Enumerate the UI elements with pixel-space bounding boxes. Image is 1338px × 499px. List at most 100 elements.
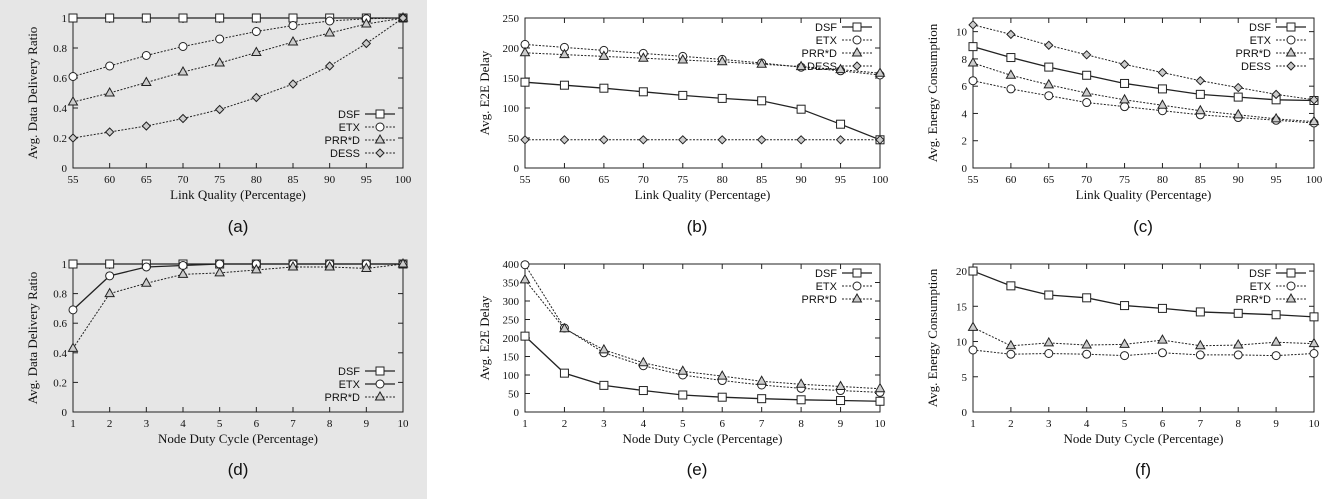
data-point [140, 277, 152, 287]
x-tick-label: 10 [1309, 418, 1321, 430]
data-point [796, 395, 806, 405]
data-point [1233, 350, 1243, 360]
series-prr-d [967, 321, 1320, 350]
data-point [214, 56, 226, 67]
data-point [360, 17, 372, 28]
series-line [972, 46, 1315, 102]
data-point [250, 263, 262, 274]
data-point [874, 67, 886, 77]
series-dsf [520, 331, 885, 406]
y-tick-label: 20 [956, 266, 968, 278]
y-axis-label: Avg. Energy Consumption [925, 23, 940, 162]
data-point [519, 273, 531, 284]
data-point [178, 42, 188, 51]
legend-marker [1285, 292, 1297, 303]
x-tick-label: 60 [559, 174, 571, 186]
series-etx [68, 13, 408, 81]
data-point [68, 259, 78, 269]
x-tick-label: 3 [1046, 418, 1052, 430]
legend-label: DSF [1249, 22, 1271, 34]
data-point [287, 35, 299, 46]
series-prr-d [519, 46, 886, 77]
data-point [874, 382, 886, 393]
x-tick-label: 75 [1119, 174, 1131, 186]
chart-f: 0 5 10 15 20 1 2 3 4 5 6 7 8 9 10 Node Duty Cycle (Perc… [925, 263, 1321, 479]
x-tick-label: 7 [290, 418, 296, 430]
data-point [1044, 40, 1054, 50]
y-tick-label: 100 [503, 370, 520, 382]
x-tick-label: 85 [1195, 174, 1207, 186]
data-point [1233, 92, 1243, 102]
data-point [1006, 53, 1016, 63]
x-tick-label: 8 [798, 418, 804, 430]
x-tick-label: 1 [970, 418, 976, 430]
x-tick-label: 90 [324, 174, 336, 186]
legend-marker [375, 366, 385, 376]
data-point [968, 345, 978, 355]
series-line [524, 81, 881, 141]
legend-label: DESS [807, 61, 837, 73]
data-point [599, 83, 609, 93]
legend-label: PRR*D [325, 392, 361, 404]
data-point [324, 26, 336, 37]
data-point [1195, 350, 1205, 360]
x-tick-label: 60 [1005, 174, 1017, 186]
data-point [559, 322, 570, 333]
x-tick-label: 70 [178, 174, 190, 186]
series-line [524, 279, 881, 390]
data-point [756, 58, 768, 68]
legend-marker [1286, 35, 1296, 45]
series-line [972, 326, 1315, 347]
data-point [1082, 70, 1092, 80]
y-tick-label: 5 [962, 372, 968, 384]
data-point [1043, 78, 1055, 89]
y-tick-label: 6 [962, 81, 968, 93]
x-tick-label: 9 [364, 418, 370, 430]
x-tick-label: 3 [601, 418, 607, 430]
legend-marker [1286, 61, 1296, 71]
data-point [968, 76, 978, 86]
x-axis-label: Link Quality (Percentage) [1076, 187, 1212, 202]
data-point [1157, 348, 1167, 358]
data-point [1044, 349, 1054, 359]
subfigure-caption: (c) [1133, 217, 1153, 236]
series-line [972, 62, 1315, 123]
data-point [1044, 91, 1054, 101]
data-point [105, 259, 115, 269]
data-point [1232, 339, 1244, 349]
data-point [1271, 89, 1281, 100]
legend-marker [374, 390, 386, 401]
data-point [835, 135, 846, 145]
data-point [68, 305, 78, 315]
series-prr-d [967, 56, 1320, 126]
y-tick-label: 100 [503, 103, 520, 115]
legend-label: ETX [1250, 35, 1272, 47]
data-point [1233, 82, 1243, 93]
data-point [1270, 336, 1282, 346]
chart-a: 0 0.2 0.4 0.6 0.8 1 55 60 65 70 75 80 85 90 95 100 Link … [25, 11, 412, 236]
data-point [1081, 86, 1093, 97]
subfigure-caption: (f) [1135, 460, 1151, 479]
y-tick-label: 200 [503, 333, 520, 345]
x-tick-label: 95 [1271, 174, 1283, 186]
y-tick-label: 250 [503, 13, 520, 25]
x-tick-label: 55 [68, 174, 80, 186]
series-line [72, 17, 404, 139]
y-axis-label: Avg. E2E Delay [477, 50, 492, 135]
x-tick-label: 5 [217, 418, 223, 430]
legend-marker [851, 46, 863, 57]
data-point [288, 13, 298, 23]
data-point [968, 266, 978, 276]
data-point [836, 119, 846, 129]
x-tick-label: 80 [717, 174, 729, 186]
data-point [178, 13, 188, 23]
x-axis-label: Node Duty Cycle (Percentage) [158, 431, 318, 446]
series-dsf [968, 42, 1319, 105]
legend-label: ETX [816, 281, 838, 293]
data-point [1195, 89, 1205, 99]
legend-label: ETX [816, 35, 838, 47]
y-axis-label: Avg. Data Delivery Ratio [25, 272, 40, 405]
legend-marker [1285, 46, 1297, 57]
